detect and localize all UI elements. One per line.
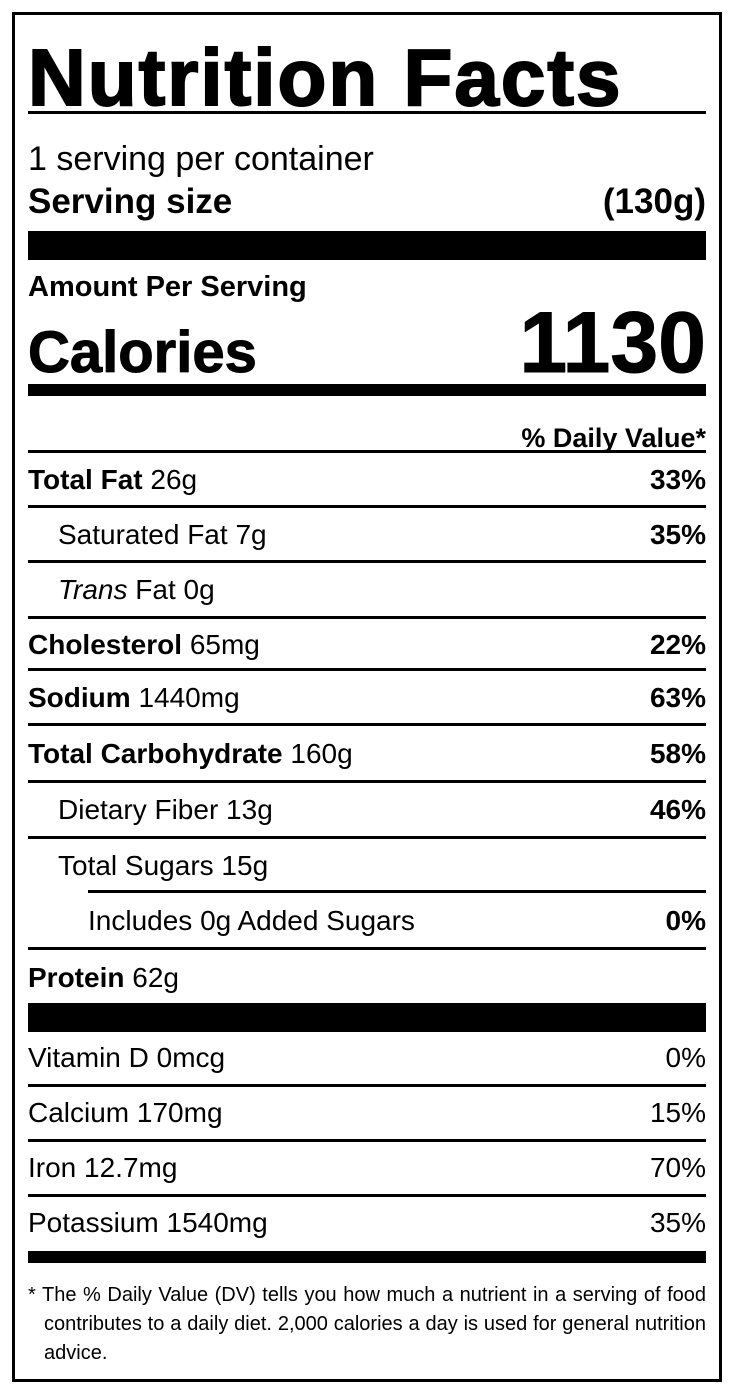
- nutrient-row-total-fat: Total Fat 26g 33%: [28, 450, 706, 507]
- nutrient-row-protein: Protein 62g: [28, 947, 706, 1006]
- nutrient-amount: 1440mg: [138, 682, 240, 713]
- nutrient-dv: 0%: [665, 905, 706, 936]
- nutrient-row-total-sugars: Total Sugars 15g: [28, 836, 706, 893]
- nutrient-name: Cholesterol: [28, 629, 183, 660]
- vitamin-label: Calcium 170mg: [28, 1097, 223, 1128]
- vitamin-dv: 15%: [649, 1097, 706, 1128]
- label-title: Nutrition Facts: [27, 32, 623, 123]
- nutrition-facts-label: Nutrition Facts 1 serving per container …: [12, 12, 722, 1382]
- vitamin-dv: 70%: [649, 1152, 706, 1183]
- nutrient-dv: 35%: [649, 519, 706, 550]
- daily-value-header: % Daily Value*: [521, 423, 706, 453]
- vitamin-label: Iron 12.7mg: [28, 1152, 178, 1183]
- medium-divider: [28, 1251, 706, 1263]
- nutrient-row-added-sugars: Includes 0g Added Sugars 0%: [88, 890, 706, 949]
- footnote: * The % Daily Value (DV) tells you how m…: [28, 1284, 706, 1364]
- vitamin-row: Vitamin D 0mcg 0%: [28, 1032, 706, 1087]
- nutrient-name-suffix: Fat: [135, 574, 176, 605]
- serving-size-row: Serving size (130g): [28, 181, 706, 223]
- nutrient-dv: 22%: [649, 629, 706, 660]
- serving-size-label: Serving size: [28, 182, 233, 221]
- vitamin-row: Calcium 170mg 15%: [28, 1087, 706, 1142]
- nutrient-dv: 46%: [649, 794, 706, 825]
- calories-label: Calories: [28, 320, 258, 386]
- nutrient-amount: 7g: [235, 519, 267, 550]
- vitamin-label: Potassium 1540mg: [28, 1207, 268, 1238]
- nutrient-name: Total Fat: [28, 464, 143, 495]
- medium-divider: [28, 384, 706, 396]
- nutrient-amount: 62g: [132, 962, 179, 993]
- calories-value: 1130: [519, 295, 707, 391]
- nutrient-name: Total Carbohydrate: [28, 738, 283, 769]
- nutrient-row-saturated-fat: Saturated Fat 7g 35%: [28, 505, 706, 562]
- nutrient-row-total-carbohydrate: Total Carbohydrate 160g 58%: [28, 723, 706, 782]
- nutrient-row-cholesterol: Cholesterol 65mg 22%: [28, 616, 706, 671]
- nutrient-name: Sodium: [28, 682, 131, 713]
- servings-per-container: 1 serving per container: [28, 140, 374, 178]
- nutrient-row-trans-fat: Trans Fat 0g: [28, 560, 706, 617]
- nutrient-row-dietary-fiber: Dietary Fiber 13g 46%: [28, 780, 706, 837]
- nutrient-name: Protein: [28, 962, 125, 993]
- vitamin-row: Potassium 1540mg 35%: [28, 1197, 706, 1249]
- vitamin-dv: 35%: [649, 1207, 706, 1238]
- nutrient-amount: 15g: [221, 850, 269, 881]
- serving-size-value: (130g): [602, 182, 706, 221]
- calories-row: Calories 1130: [28, 295, 707, 391]
- nutrient-dv: 63%: [649, 682, 706, 713]
- nutrient-name: Trans: [58, 574, 128, 605]
- nutrient-row-sodium: Sodium 1440mg 63%: [28, 668, 706, 725]
- nutrient-name: Saturated Fat: [58, 519, 228, 550]
- thick-divider: [28, 231, 706, 260]
- title-divider: [28, 111, 706, 114]
- thick-divider: [28, 1003, 706, 1032]
- nutrient-amount: 65mg: [189, 629, 260, 660]
- nutrient-dv: 58%: [649, 738, 706, 769]
- nutrient-dv: 33%: [649, 464, 706, 495]
- nutrient-name: Total Sugars: [58, 850, 214, 881]
- nutrient-amount: 13g: [226, 794, 273, 825]
- nutrient-name: Includes 0g Added Sugars: [88, 905, 415, 936]
- nutrient-name: Dietary Fiber: [58, 794, 219, 825]
- vitamin-row: Iron 12.7mg 70%: [28, 1142, 706, 1197]
- vitamin-label: Vitamin D 0mcg: [28, 1042, 226, 1073]
- amount-per-serving: Amount Per Serving: [28, 271, 307, 303]
- nutrient-amount: 0g: [183, 574, 215, 605]
- vitamin-dv: 0%: [665, 1042, 706, 1073]
- nutrient-amount: 160g: [290, 738, 353, 769]
- nutrient-amount: 26g: [150, 464, 198, 495]
